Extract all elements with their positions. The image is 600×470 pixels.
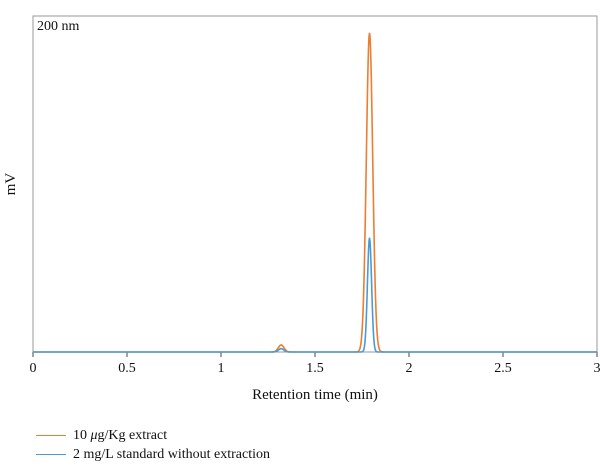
x-tick-label: 3 <box>594 361 600 376</box>
legend-label-extract: 10 μg/Kg extract <box>73 427 168 443</box>
series-layer <box>33 32 597 353</box>
x-tick-label: 1 <box>218 361 225 376</box>
y-axis-label: mV <box>3 173 19 196</box>
x-axis: 0 0.5 1 1.5 2 2.5 3 <box>30 352 600 376</box>
x-tick-label: 0 <box>30 361 37 376</box>
legend-label-standard: 2 mg/L standard without extraction <box>73 446 270 462</box>
wavelength-annotation: 200 nm <box>37 19 80 34</box>
legend-swatch-standard <box>36 454 66 455</box>
series-line-extract <box>33 32 597 353</box>
x-tick-label: 2 <box>406 361 413 376</box>
x-tick-label: 0.5 <box>118 361 136 376</box>
x-tick-label: 1.5 <box>306 361 324 376</box>
plot-frame <box>32 15 598 353</box>
legend-swatch-extract <box>36 435 66 436</box>
series-line-standard <box>33 237 597 353</box>
chart-svg: 200 nm 0 0.5 1 1.5 2 2.5 3 Retention time (min… <box>3 15 600 403</box>
legend: 10 μg/Kg extract 2 mg/L standard without… <box>36 426 270 464</box>
legend-item-standard: 2 mg/L standard without extraction <box>36 445 270 464</box>
x-tick-label: 2.5 <box>494 361 512 376</box>
legend-item-extract: 10 μg/Kg extract <box>36 426 270 445</box>
x-axis-label: Retention time (min) <box>252 387 378 403</box>
